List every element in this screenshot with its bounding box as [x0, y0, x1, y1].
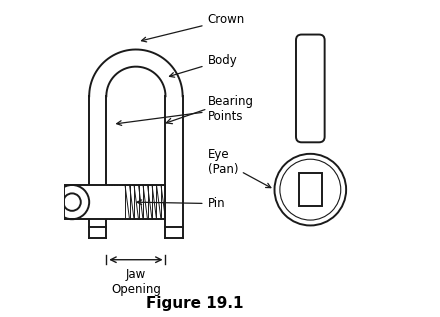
Circle shape: [275, 154, 346, 225]
Text: Body: Body: [169, 54, 237, 77]
Text: Jaw
Opening: Jaw Opening: [111, 268, 161, 295]
Text: Bearing
Points: Bearing Points: [117, 95, 253, 126]
Bar: [64, 185, 165, 219]
Text: Eye
(Pan): Eye (Pan): [208, 148, 271, 188]
Text: Figure 19.1: Figure 19.1: [147, 296, 244, 311]
Text: Crown: Crown: [142, 13, 245, 42]
FancyBboxPatch shape: [296, 35, 325, 142]
Text: Pin: Pin: [137, 197, 225, 210]
Bar: [299, 173, 322, 206]
